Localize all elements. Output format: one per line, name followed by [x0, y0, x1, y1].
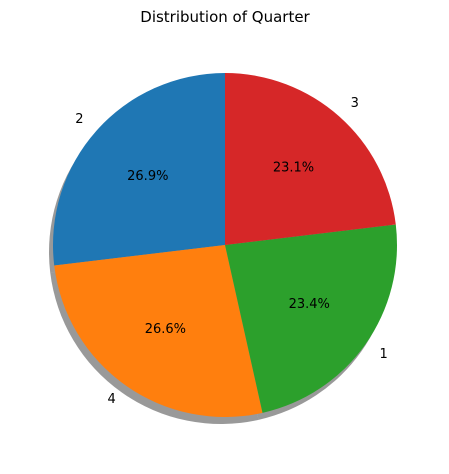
pct-label-4: 26.6%: [145, 322, 186, 337]
pct-label-3: 23.1%: [273, 160, 314, 175]
pct-label-2: 26.9%: [127, 169, 168, 184]
pie-slice-4: [54, 245, 263, 418]
pie-slice-1: [225, 224, 398, 413]
category-label-2: 2: [75, 112, 83, 127]
pie-slices: [52, 73, 398, 418]
pie-labels: 26.9% 2 26.6% 4 23.4% 1 23.1% 3: [75, 96, 388, 407]
category-label-3: 3: [351, 96, 359, 111]
chart-title: Distribution of Quarter: [140, 8, 310, 26]
category-label-1: 1: [379, 347, 387, 362]
pct-label-1: 23.4%: [289, 297, 330, 312]
pie-slice-3: [225, 73, 396, 245]
pie-slice-2: [52, 73, 225, 266]
category-label-4: 4: [107, 392, 115, 407]
